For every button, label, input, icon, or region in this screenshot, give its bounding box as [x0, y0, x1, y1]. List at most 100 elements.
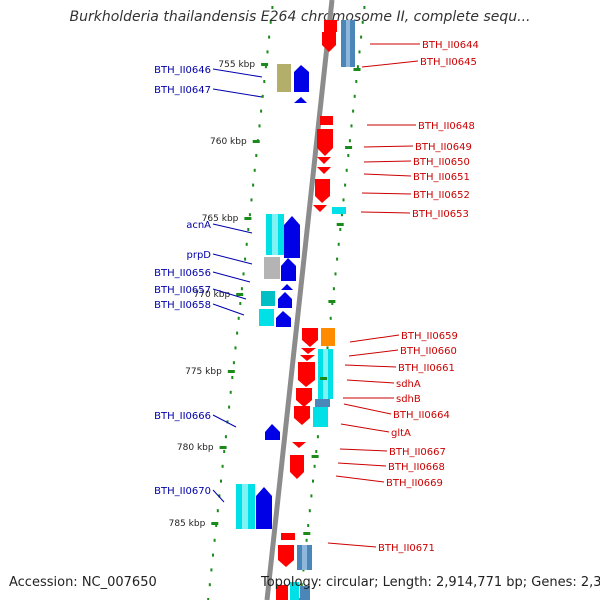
callout-line — [212, 223, 253, 234]
orange-block — [321, 328, 335, 346]
track-dot — [361, 20, 364, 24]
track-dot — [332, 287, 335, 291]
track-dot — [347, 154, 350, 157]
cyan-block-highlight — [272, 214, 278, 255]
gene-arrow-forward — [284, 216, 300, 258]
topology-text: Topology: circular; Length: 2,914,771 bp… — [261, 575, 600, 590]
track-dot — [316, 435, 319, 439]
track-dot — [261, 94, 264, 98]
track-dot — [240, 287, 243, 291]
gene-arrow-reverse — [300, 355, 315, 361]
callout-line — [361, 60, 419, 68]
track-dot — [234, 346, 237, 350]
gene-label-right: BTH_II0650 — [413, 157, 470, 168]
gene-label-right: BTH_II0668 — [388, 462, 445, 473]
steel-block-highlight — [302, 545, 307, 570]
scale-label: 760 kbp — [210, 137, 247, 147]
scale-label: 785 kbp — [169, 519, 206, 529]
gene-arrow-reverse — [294, 406, 310, 425]
track-dot — [353, 94, 356, 98]
cyan-block — [313, 407, 328, 427]
track-dot — [363, 6, 366, 9]
gene-arrow-reverse — [298, 362, 315, 387]
track-dot — [223, 450, 226, 453]
gene-arrow-reverse — [290, 455, 304, 479]
callout-line — [327, 542, 377, 548]
steel-block-highlight — [346, 20, 350, 67]
track-dot — [231, 376, 234, 379]
scale-tick — [353, 68, 361, 71]
track-dot — [245, 242, 248, 246]
cyan-block-highlight — [242, 484, 248, 529]
cyan-block — [261, 291, 275, 306]
callout-line — [335, 475, 385, 483]
gene-arrow-reverse — [320, 116, 333, 125]
track-dot — [266, 50, 269, 54]
olive-block — [277, 64, 291, 92]
track-dot — [312, 479, 314, 483]
track-dot — [269, 20, 272, 24]
gene-arrow-reverse — [301, 348, 316, 354]
callout-line — [344, 364, 397, 368]
gene-block-reverse — [324, 20, 337, 32]
gene-arrow-reverse — [296, 388, 312, 407]
track-dot — [226, 420, 229, 424]
gene-label-left: BTH_II0666 — [154, 411, 211, 422]
track-dot — [300, 583, 303, 587]
callout-line — [361, 192, 412, 195]
scale-tick — [244, 217, 252, 220]
track-dot — [355, 80, 358, 83]
gene-arrow-forward — [294, 97, 307, 103]
track-dot — [344, 183, 347, 187]
track-dot — [239, 302, 242, 305]
track-dot — [307, 524, 310, 527]
track-dot — [339, 228, 342, 231]
scale-label: 780 kbp — [177, 443, 214, 453]
gene-label-right: sdhA — [396, 379, 421, 390]
steel-block — [300, 586, 310, 600]
track-dot — [331, 302, 334, 305]
track-dot — [271, 6, 274, 9]
scale-tick — [303, 532, 311, 535]
callout-line — [212, 253, 253, 265]
cyan-block — [290, 582, 299, 600]
callout-line — [337, 462, 387, 467]
gene-label-left: BTH_II0670 — [154, 486, 211, 497]
map-title: Burkholderia thailandensis E264 chromoso… — [69, 9, 531, 25]
scale-tick — [320, 377, 328, 380]
gene-label-right: BTH_II0648 — [418, 121, 475, 132]
track-dot — [313, 464, 316, 468]
gene-arrow-forward — [265, 424, 280, 440]
callout-line — [212, 414, 237, 428]
scale-tick — [236, 293, 244, 296]
track-dot — [216, 509, 219, 513]
track-dot — [350, 124, 353, 128]
track-dot — [228, 405, 231, 409]
track-dot — [207, 598, 210, 600]
scale-label: 755 kbp — [218, 60, 255, 70]
scale-label: 765 kbp — [202, 214, 239, 224]
track-dot — [264, 65, 267, 69]
gene-arrow-forward — [256, 487, 272, 529]
track-dot — [210, 568, 213, 572]
gene-arrow-forward — [278, 292, 292, 308]
gene-label-right: BTH_II0669 — [386, 478, 443, 489]
scale-tick — [336, 223, 344, 226]
callout-line — [212, 271, 251, 283]
gene-label-right: BTH_II0645 — [420, 57, 477, 68]
gene-arrow-forward — [294, 65, 309, 92]
callout-line — [212, 88, 263, 98]
gene-label-right: BTH_II0661 — [398, 363, 455, 374]
track-dot — [220, 479, 222, 483]
gene-label-right: sdhB — [396, 394, 421, 405]
gene-arrow-forward — [281, 284, 293, 290]
gene-arrow-reverse — [302, 328, 318, 347]
callout-line — [212, 489, 225, 503]
callout-line — [212, 68, 263, 78]
track-dot — [244, 257, 247, 261]
gene-callouts: BTH_II0646 BTH_II0647 acnA prpD BTH_II0656 BT… — [154, 40, 479, 554]
track-dot — [224, 435, 227, 439]
scale-label: 770 kbp — [194, 290, 231, 300]
gene-label-right: BTH_II0652 — [413, 190, 470, 201]
gene-arrow-reverse — [278, 545, 294, 567]
